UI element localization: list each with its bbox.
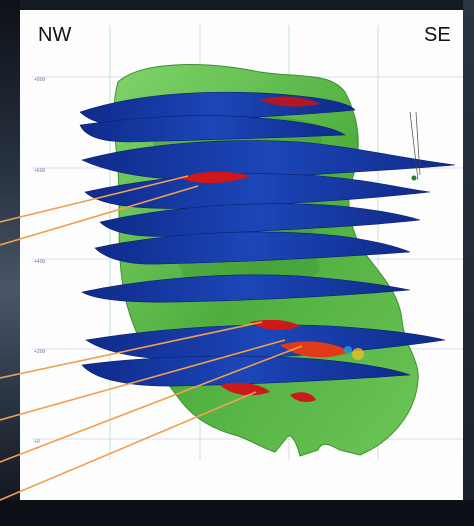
elevation-label-0: +0 (34, 439, 40, 445)
background-right-strip (463, 0, 474, 526)
mineralization-highlights (180, 96, 364, 403)
elevation-label-800: +800 (34, 77, 46, 83)
northwest-label: NW (38, 24, 72, 46)
callout-line (0, 185, 199, 246)
callout-line (0, 321, 263, 379)
elevation-label-600: +600 (34, 168, 46, 174)
elevation-label-200: +200 (34, 349, 46, 355)
callout-line (0, 345, 303, 463)
drill-traces (409, 111, 421, 181)
callout-line (0, 175, 189, 223)
background-left-strip (0, 0, 20, 526)
southeast-label: SE (424, 24, 451, 46)
callout-lines (0, 175, 303, 501)
elevation-label-400: +400 (34, 259, 46, 265)
background-bottom-strip (0, 500, 474, 526)
callout-line (0, 391, 257, 501)
blue-layers (79, 91, 456, 387)
callout-line (0, 339, 286, 421)
